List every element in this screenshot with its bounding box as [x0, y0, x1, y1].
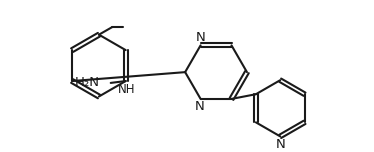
Text: N: N — [275, 138, 285, 151]
Text: N: N — [196, 31, 205, 44]
Text: N: N — [195, 100, 205, 113]
Text: H₂N: H₂N — [74, 76, 99, 89]
Text: NH: NH — [118, 83, 135, 96]
